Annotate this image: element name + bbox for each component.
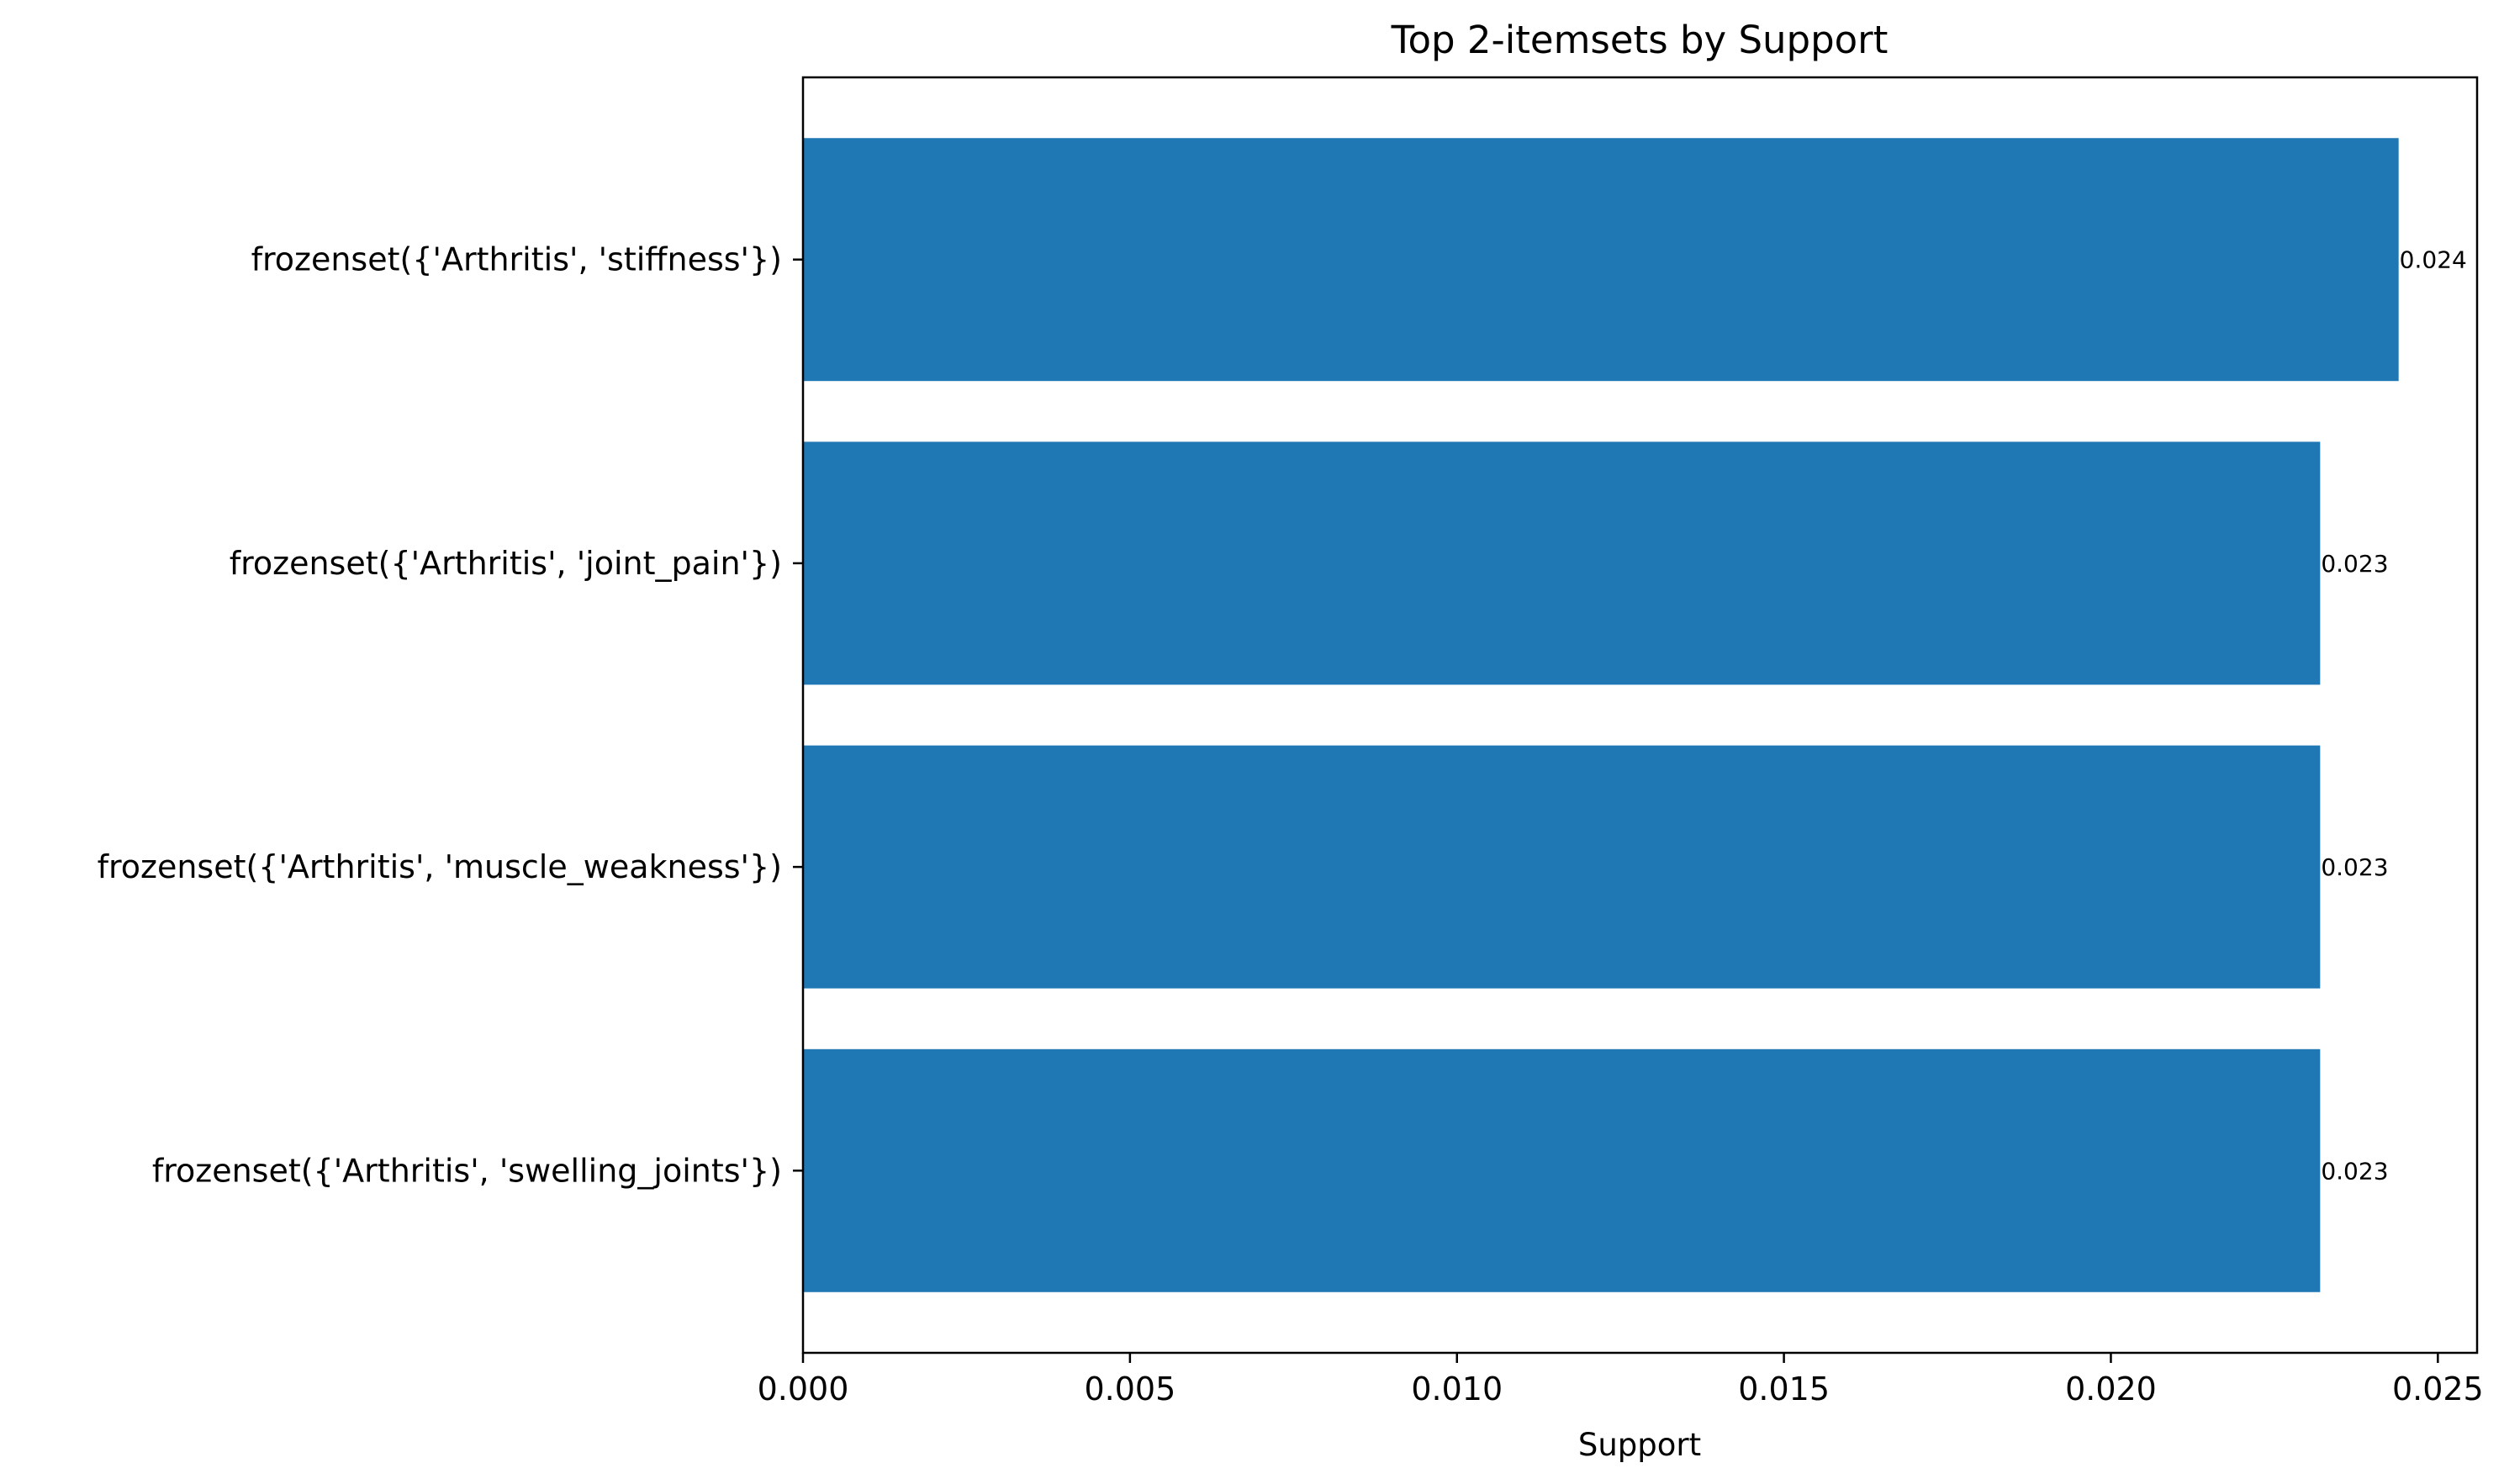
y-tick-label-2: frozenset({'Arthritis', 'muscle_weakness… (98, 848, 782, 885)
bar-3 (803, 1048, 2321, 1292)
x-tick-label-5: 0.025 (2392, 1370, 2484, 1407)
chart-title: Top 2-itemsets by Support (1391, 18, 1889, 62)
y-tick-label-1: frozenset({'Arthritis', 'joint_pain'}) (230, 545, 782, 582)
x-axis-label: Support (1578, 1427, 1701, 1463)
x-tick-label-1: 0.005 (1084, 1370, 1175, 1407)
x-tick-label-2: 0.010 (1411, 1370, 1503, 1407)
data-label-0: 0.024 (2400, 246, 2467, 274)
x-tick-label-4: 0.020 (2065, 1370, 2157, 1407)
bars-layer (803, 138, 2399, 1292)
plot-frame (801, 76, 2479, 1355)
bar-1 (803, 441, 2321, 685)
x-axis-ticks: 0.000 0.005 0.010 0.015 0.020 0.025 (758, 1353, 2484, 1407)
y-axis-ticks: frozenset({'Arthritis', 'stiffness'}) fro… (98, 241, 803, 1189)
x-tick-label-0: 0.000 (758, 1370, 849, 1407)
y-tick-label-0: frozenset({'Arthritis', 'stiffness'}) (251, 241, 782, 278)
data-label-2: 0.023 (2321, 853, 2388, 881)
y-tick-label-3: frozenset({'Arthritis', 'swelling_joints… (152, 1152, 782, 1189)
data-label-1: 0.023 (2321, 550, 2388, 578)
data-label-3: 0.023 (2321, 1157, 2388, 1185)
data-labels-layer: 0.024 0.023 0.023 0.023 (2321, 246, 2467, 1186)
bar-2 (803, 745, 2321, 989)
x-tick-label-3: 0.015 (1738, 1370, 1830, 1407)
bar-0 (803, 138, 2399, 382)
